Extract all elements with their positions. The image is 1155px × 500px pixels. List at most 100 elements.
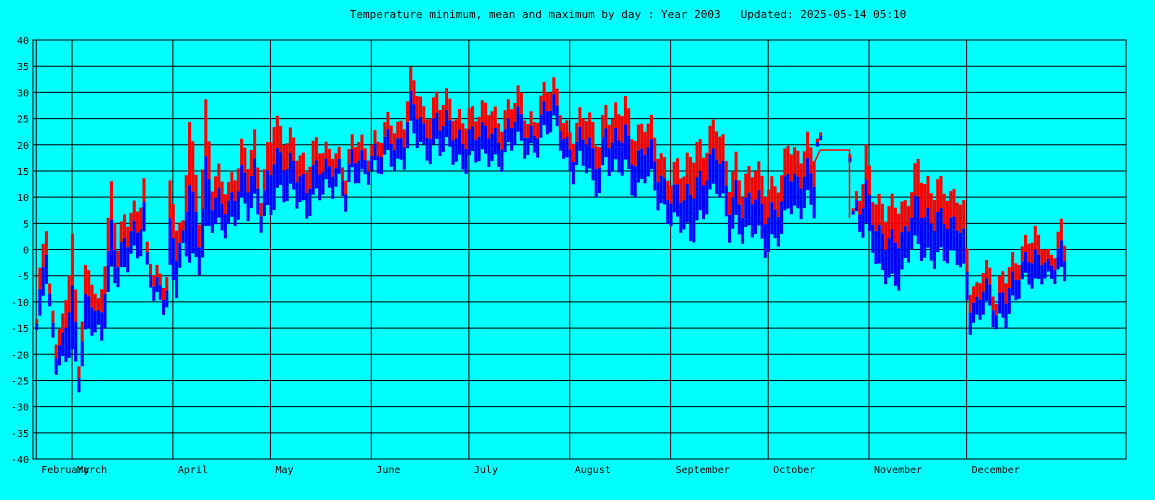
bar-max xyxy=(249,149,253,177)
bar-max xyxy=(259,202,263,217)
bar-max xyxy=(272,127,276,165)
bar-min xyxy=(344,194,348,212)
bar-max xyxy=(588,112,592,138)
bar-min xyxy=(669,203,673,226)
bar-min xyxy=(318,174,322,201)
bar-min xyxy=(197,247,201,276)
bar-min xyxy=(214,197,218,225)
bar-max xyxy=(988,267,992,285)
bar-min xyxy=(109,219,113,267)
bar-min xyxy=(240,165,244,198)
bar-min xyxy=(275,148,279,188)
bar-max xyxy=(780,175,784,202)
bar-max xyxy=(295,160,299,183)
bar-max xyxy=(910,192,914,218)
bar-max xyxy=(565,120,569,137)
bar-max xyxy=(796,150,800,177)
bar-max xyxy=(770,176,774,203)
bar-max xyxy=(132,200,136,221)
bar-min xyxy=(516,106,520,132)
bar-min xyxy=(80,341,84,367)
bar-max xyxy=(279,125,283,153)
bar-max xyxy=(698,139,702,172)
bar-max xyxy=(939,175,943,209)
bar-min xyxy=(103,294,107,328)
y-tick-label: -15 xyxy=(11,324,29,335)
bar-max xyxy=(318,153,322,175)
bar-max xyxy=(448,98,452,121)
bar-max xyxy=(874,204,878,232)
bar-max xyxy=(636,124,640,151)
bar-min xyxy=(610,142,614,172)
bar-max xyxy=(649,114,653,140)
bar-min xyxy=(204,156,208,226)
bar-max xyxy=(109,181,113,220)
bar-max xyxy=(67,275,71,313)
bar-max xyxy=(275,115,279,149)
bar-min xyxy=(864,179,868,223)
bar-max xyxy=(601,115,605,138)
bar-max xyxy=(366,160,370,172)
bar-min xyxy=(688,194,693,242)
bar-max xyxy=(656,158,660,183)
bar-min xyxy=(175,261,179,299)
x-tick-label: December xyxy=(972,465,1020,476)
bar-min xyxy=(994,315,998,330)
bar-max xyxy=(165,277,169,291)
bar-min xyxy=(877,225,881,264)
bar-max xyxy=(113,222,117,250)
y-tick-label: -25 xyxy=(11,376,29,387)
bar-max xyxy=(220,181,224,204)
bar-max xyxy=(383,122,387,137)
bar-max xyxy=(871,201,875,225)
bar-max xyxy=(594,146,598,170)
bar-min xyxy=(207,179,211,226)
bar-min xyxy=(649,139,653,170)
bar-max xyxy=(513,103,517,122)
bar-max xyxy=(340,167,344,181)
x-tick-label: April xyxy=(178,465,208,476)
bar-max xyxy=(288,127,292,153)
bar-min xyxy=(675,184,680,217)
bar-max xyxy=(783,148,787,177)
bar-max xyxy=(500,131,504,150)
bar-min xyxy=(770,202,774,235)
bar-max xyxy=(1050,254,1054,266)
chart-title-text: Temperature minimum, mean and maximum by… xyxy=(350,8,721,21)
y-tick-label: -5 xyxy=(17,272,29,283)
bar-max xyxy=(975,282,979,297)
bar-max xyxy=(122,214,127,239)
bar-max xyxy=(425,119,429,139)
bar-min xyxy=(236,191,240,220)
bar-min xyxy=(184,211,188,257)
bar-max xyxy=(721,134,725,161)
bar-max xyxy=(256,167,260,189)
bar-min xyxy=(767,217,771,252)
bar-min xyxy=(77,378,81,393)
bar-min xyxy=(171,238,175,281)
bar-max xyxy=(662,156,667,179)
bar-min xyxy=(591,148,595,181)
bar-min xyxy=(194,211,198,258)
bar-min xyxy=(555,105,559,127)
bar-min xyxy=(334,168,338,187)
bar-max xyxy=(958,204,963,233)
bar-min xyxy=(1043,262,1047,279)
bar-max xyxy=(1063,245,1067,262)
bar-min xyxy=(780,201,784,234)
bar-min xyxy=(913,195,917,236)
bar-max xyxy=(630,139,634,165)
bar-max xyxy=(906,206,910,232)
x-tick-label: October xyxy=(773,465,815,476)
bar-min xyxy=(48,293,52,307)
bar-min xyxy=(526,137,530,155)
bar-max xyxy=(412,80,416,105)
bar-max xyxy=(747,166,751,193)
bar-min xyxy=(259,216,263,233)
bar-min xyxy=(386,129,390,151)
bar-min xyxy=(773,209,777,239)
bar-max xyxy=(51,310,55,323)
bar-min xyxy=(321,171,325,195)
bar-min xyxy=(1014,279,1018,301)
